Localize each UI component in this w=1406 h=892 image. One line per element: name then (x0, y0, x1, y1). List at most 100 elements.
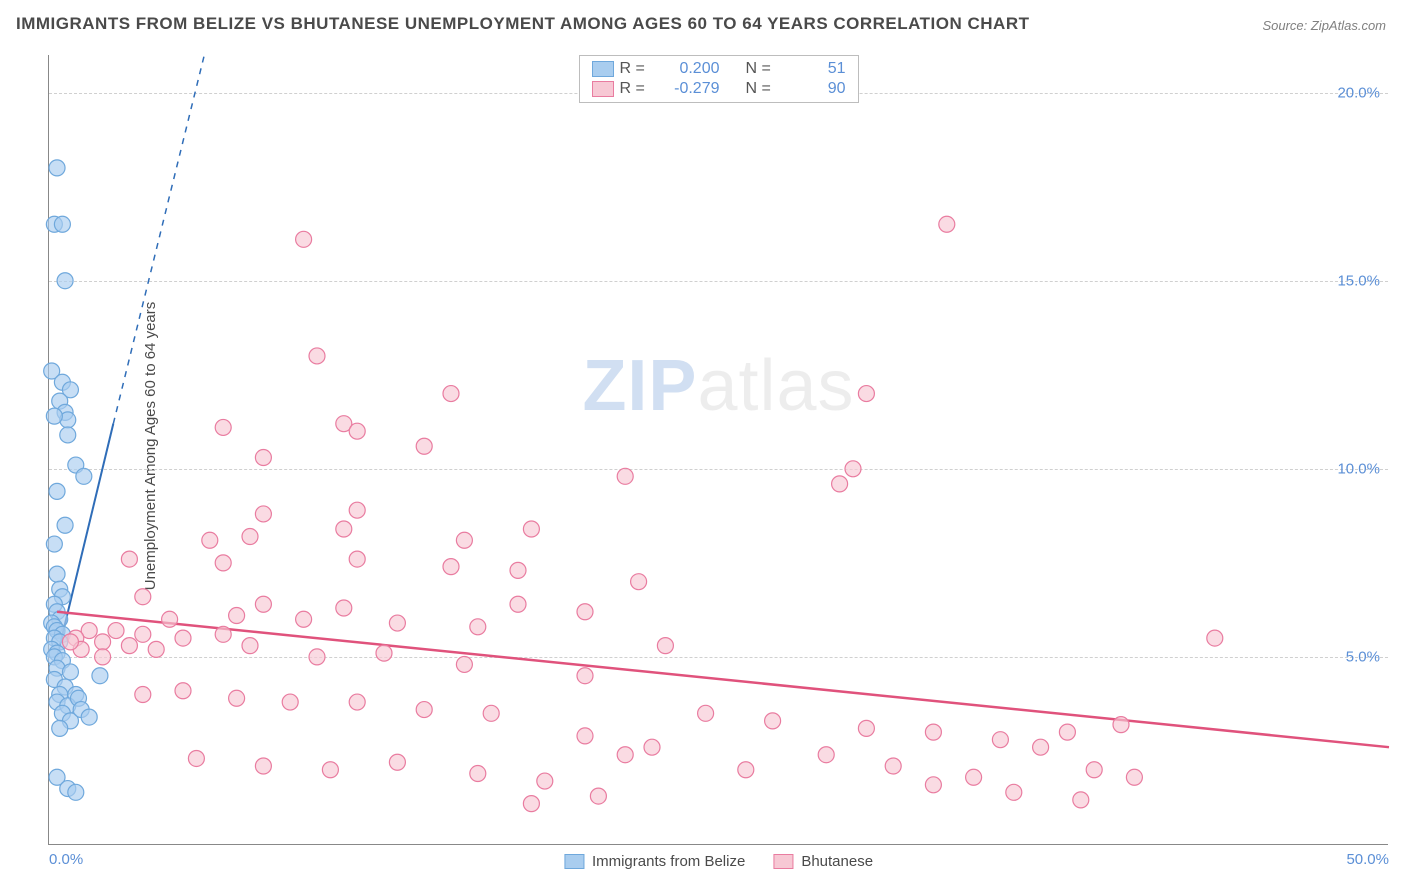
legend-swatch (564, 854, 584, 869)
trend-line (57, 612, 1389, 747)
data-point (389, 754, 405, 770)
legend-swatch (773, 854, 793, 869)
legend-N-value: 51 (786, 60, 846, 78)
data-point (296, 611, 312, 627)
data-point (148, 641, 164, 657)
data-point (81, 709, 97, 725)
data-point (698, 705, 714, 721)
data-point (470, 766, 486, 782)
data-point (322, 762, 338, 778)
data-point (135, 687, 151, 703)
data-point (376, 645, 392, 661)
data-point (483, 705, 499, 721)
legend-stat-row: R =-0.279N =90 (592, 80, 846, 98)
data-point (242, 638, 258, 654)
data-point (416, 702, 432, 718)
data-point (135, 589, 151, 605)
legend-item: Immigrants from Belize (564, 853, 745, 870)
data-point (162, 611, 178, 627)
data-point (215, 626, 231, 642)
data-point (456, 656, 472, 672)
data-point (349, 551, 365, 567)
data-point (1207, 630, 1223, 646)
data-point (523, 796, 539, 812)
x-tick-label: 0.0% (49, 851, 83, 868)
data-point (939, 216, 955, 232)
data-point (175, 683, 191, 699)
data-point (336, 521, 352, 537)
data-point (57, 517, 73, 533)
data-point (215, 555, 231, 571)
legend-N-label: N = (746, 60, 780, 78)
data-point (885, 758, 901, 774)
data-point (858, 386, 874, 402)
data-point (845, 461, 861, 477)
data-point (577, 728, 593, 744)
data-point (229, 608, 245, 624)
legend-stats: R =0.200N =51R =-0.279N =90 (579, 55, 859, 103)
legend-N-label: N = (746, 80, 780, 98)
data-point (49, 483, 65, 499)
data-point (255, 758, 271, 774)
data-point (202, 532, 218, 548)
data-point (832, 476, 848, 492)
data-point (858, 720, 874, 736)
data-point (309, 348, 325, 364)
legend-swatch (592, 81, 614, 97)
data-point (57, 273, 73, 289)
legend-swatch (592, 61, 614, 77)
data-point (121, 638, 137, 654)
data-point (644, 739, 660, 755)
data-point (76, 468, 92, 484)
data-point (456, 532, 472, 548)
plot-area: ZIPatlas 5.0%10.0%15.0%20.0% 0.0%50.0% R… (48, 55, 1388, 845)
data-point (175, 630, 191, 646)
data-point (1006, 784, 1022, 800)
data-point (336, 600, 352, 616)
legend-R-value: 0.200 (660, 60, 720, 78)
data-point (657, 638, 673, 654)
data-point (108, 623, 124, 639)
source-label: Source: ZipAtlas.com (1262, 18, 1386, 33)
data-point (49, 160, 65, 176)
data-point (617, 747, 633, 763)
data-point (95, 649, 111, 665)
data-point (121, 551, 137, 567)
data-point (215, 419, 231, 435)
data-point (443, 386, 459, 402)
data-point (62, 634, 78, 650)
data-point (577, 604, 593, 620)
chart-title: IMMIGRANTS FROM BELIZE VS BHUTANESE UNEM… (16, 14, 1030, 34)
legend-N-value: 90 (786, 80, 846, 98)
data-point (1073, 792, 1089, 808)
data-point (349, 423, 365, 439)
data-point (925, 777, 941, 793)
data-point (966, 769, 982, 785)
data-point (577, 668, 593, 684)
data-point (242, 529, 258, 545)
data-point (738, 762, 754, 778)
data-point (46, 408, 62, 424)
data-point (54, 216, 70, 232)
data-point (68, 784, 84, 800)
data-point (590, 788, 606, 804)
scatter-svg (49, 55, 1388, 844)
data-point (135, 626, 151, 642)
data-point (818, 747, 834, 763)
data-point (537, 773, 553, 789)
data-point (523, 521, 539, 537)
data-point (46, 536, 62, 552)
data-point (1033, 739, 1049, 755)
data-point (349, 502, 365, 518)
data-point (229, 690, 245, 706)
data-point (309, 649, 325, 665)
data-point (296, 231, 312, 247)
data-point (1086, 762, 1102, 778)
data-point (92, 668, 108, 684)
data-point (60, 427, 76, 443)
data-point (470, 619, 486, 635)
data-point (510, 596, 526, 612)
data-point (1059, 724, 1075, 740)
data-point (255, 450, 271, 466)
data-point (443, 559, 459, 575)
